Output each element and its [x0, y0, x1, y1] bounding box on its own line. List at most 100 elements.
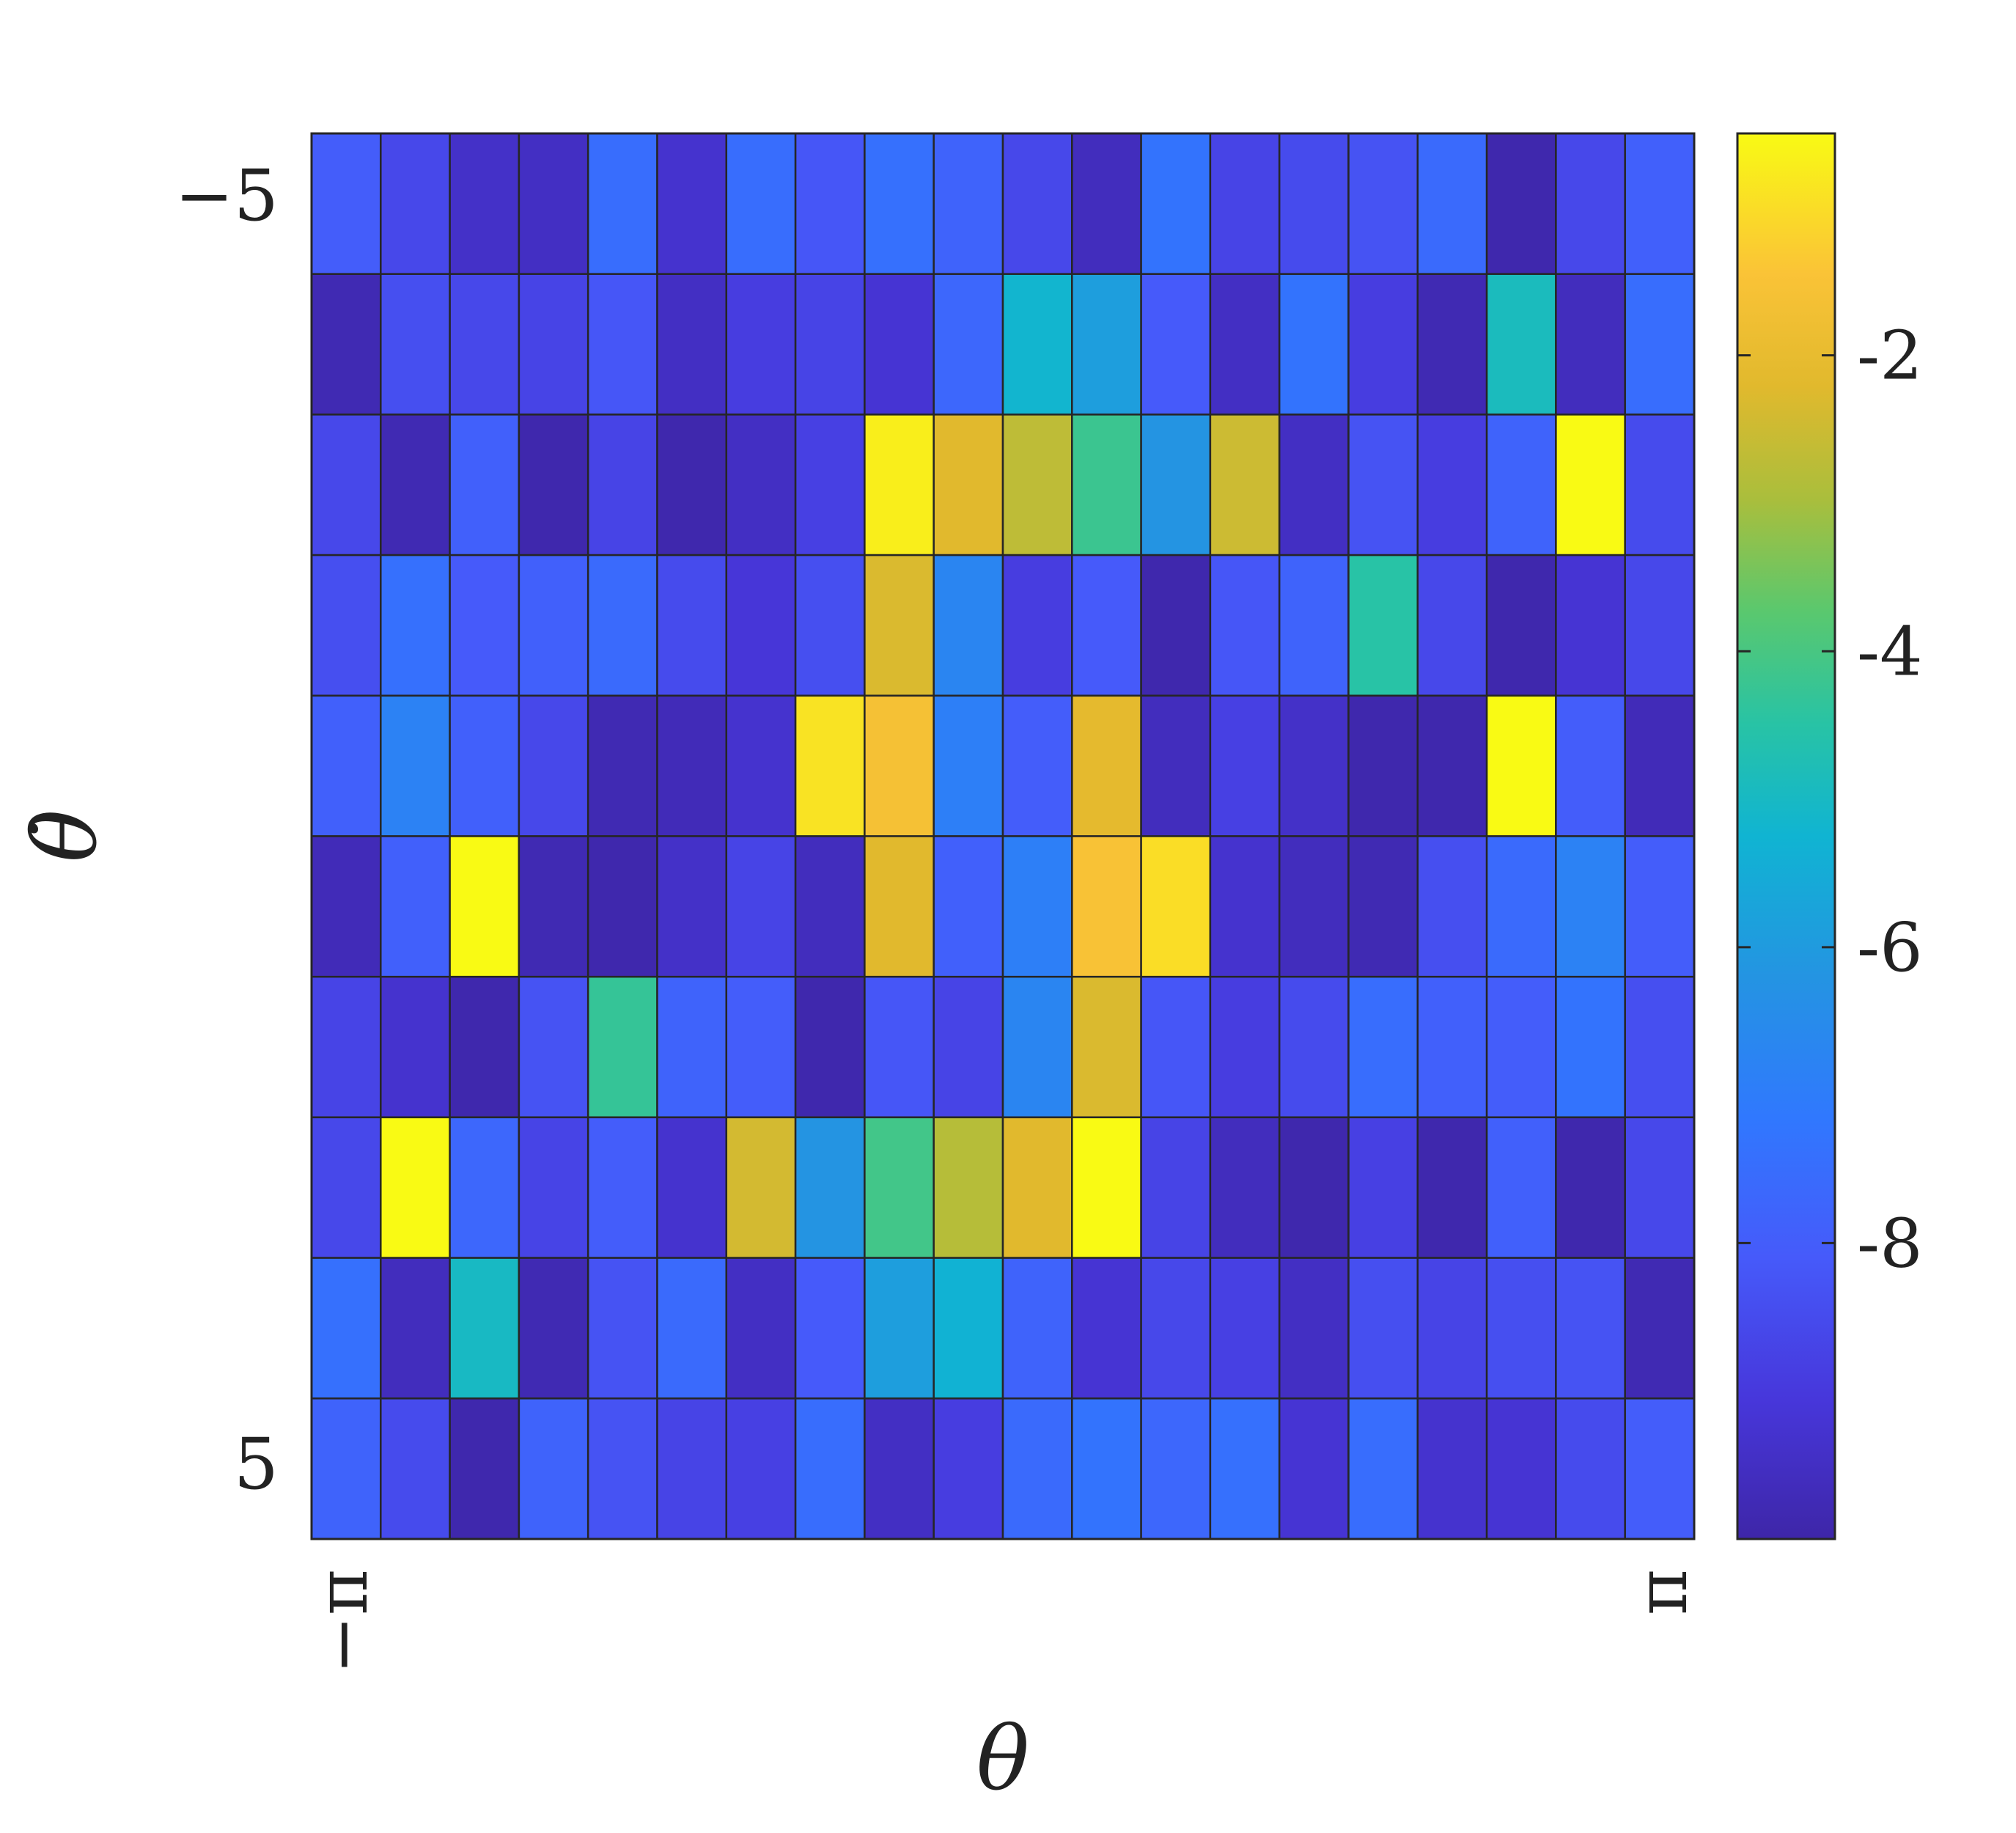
heatmap-cell-r0-c9: [932, 132, 1004, 275]
heatmap-cell-r0-c15: [1347, 132, 1419, 275]
heatmap-cell-r8-c15: [1347, 1257, 1419, 1400]
heatmap-cell-r4-c16: [1416, 694, 1488, 837]
heatmap-cell-r1-c12: [1140, 273, 1212, 416]
heatmap-cell-r0-c8: [864, 132, 935, 275]
heatmap-cell-r7-c2: [449, 1116, 520, 1259]
heatmap-cell-r6-c11: [1071, 975, 1142, 1119]
heatmap-cell-r8-c7: [794, 1257, 866, 1400]
heatmap-cell-r8-c6: [725, 1257, 797, 1400]
heatmap-cell-r0-c11: [1071, 132, 1142, 275]
heatmap-cell-r1-c9: [932, 273, 1004, 416]
heatmap-cell-r3-c15: [1347, 554, 1419, 697]
heatmap-cell-r8-c4: [586, 1257, 658, 1400]
heatmap-cell-r4-c10: [1001, 694, 1073, 837]
heatmap-cell-r2-c16: [1416, 414, 1488, 556]
heatmap-cell-r7-c15: [1347, 1116, 1419, 1259]
heatmap-cell-r5-c18: [1555, 835, 1626, 978]
heatmap-cell-r9-c5: [656, 1397, 728, 1540]
heatmap-cell-r6-c1: [380, 975, 451, 1119]
heatmap-cell-r5-c14: [1278, 835, 1350, 978]
heatmap-cell-r4-c2: [449, 694, 520, 837]
heatmap-cell-r0-c13: [1209, 132, 1281, 275]
heatmap-cell-r6-c7: [794, 975, 866, 1119]
colorbar-ticks: -2 -4 -6 -8: [1737, 317, 1923, 1282]
colorbar: [1736, 132, 1836, 1540]
heatmap-cell-r5-c17: [1485, 835, 1557, 978]
heatmap-cell-r2-c15: [1347, 414, 1419, 556]
heatmap-cell-r4-c6: [725, 694, 797, 837]
heatmap-cell-r0-c17: [1485, 132, 1557, 275]
heatmap-cell-r6-c9: [932, 975, 1004, 1119]
heatmap-cell-r2-c4: [586, 414, 658, 556]
heatmap-cell-r0-c5: [656, 132, 728, 275]
heatmap-cell-r5-c15: [1347, 835, 1419, 978]
heatmap-cell-r4-c5: [656, 694, 728, 837]
heatmap-cell-r9-c10: [1001, 1397, 1073, 1540]
heatmap-cell-r3-c14: [1278, 554, 1350, 697]
heatmap-cell-r7-c5: [656, 1116, 728, 1259]
heatmap-cell-r2-c18: [1555, 414, 1626, 556]
heatmap-cell-r9-c2: [449, 1397, 520, 1540]
heatmap-cell-r8-c18: [1555, 1257, 1626, 1400]
y-tick-label-top: −5: [174, 155, 279, 237]
x-tick-label-right: π: [1621, 1569, 1703, 1615]
heatmap-cell-r9-c12: [1140, 1397, 1212, 1540]
heatmap-cell-r5-c19: [1624, 835, 1696, 978]
heatmap-cell-r9-c17: [1485, 1397, 1557, 1540]
heatmap-cell-r1-c3: [518, 273, 589, 416]
heatmap-cell-r9-c14: [1278, 1397, 1350, 1540]
heatmap-cell-r6-c5: [656, 975, 728, 1119]
heatmap-cell-r7-c6: [725, 1116, 797, 1259]
heatmap-cell-r8-c1: [380, 1257, 451, 1400]
heatmap-cell-r7-c9: [932, 1116, 1004, 1259]
heatmap-cell-r5-c8: [864, 835, 935, 978]
heatmap-cell-r7-c10: [1001, 1116, 1073, 1259]
heatmap-cell-r6-c8: [864, 975, 935, 1119]
colorbar-tick-label: -8: [1857, 1204, 1923, 1282]
heatmap-cell-r4-c18: [1555, 694, 1626, 837]
heatmap-cell-r6-c4: [586, 975, 658, 1119]
heatmap-cell-r6-c19: [1624, 975, 1696, 1119]
heatmap-cell-r8-c13: [1209, 1257, 1281, 1400]
heatmap-cell-r9-c15: [1347, 1397, 1419, 1540]
heatmap-cell-r3-c13: [1209, 554, 1281, 697]
heatmap-cell-r3-c8: [864, 554, 935, 697]
heatmap-cell-r5-c6: [725, 835, 797, 978]
heatmap-cell-r8-c9: [932, 1257, 1004, 1400]
heatmap-cell-r0-c18: [1555, 132, 1626, 275]
heatmap-cell-r2-c13: [1209, 414, 1281, 556]
heatmap-cell-r3-c18: [1555, 554, 1626, 697]
heatmap-cell-r3-c2: [449, 554, 520, 697]
heatmap-cell-r1-c15: [1347, 273, 1419, 416]
heatmap-cell-r1-c5: [656, 273, 728, 416]
heatmap-cell-r4-c9: [932, 694, 1004, 837]
heatmap-cell-r5-c5: [656, 835, 728, 978]
heatmap-cell-r4-c19: [1624, 694, 1696, 837]
heatmap-cell-r4-c0: [310, 694, 382, 837]
heatmap-cell-r0-c4: [586, 132, 658, 275]
heatmap-cell-r0-c2: [449, 132, 520, 275]
heatmap-cell-r7-c7: [794, 1116, 866, 1259]
colorbar-tick-label: -6: [1857, 908, 1923, 987]
heatmap-cell-r6-c10: [1001, 975, 1073, 1119]
heatmap-cell-r8-c0: [310, 1257, 382, 1400]
heatmap-cell-r1-c8: [864, 273, 935, 416]
heatmap-cell-r9-c11: [1071, 1397, 1142, 1540]
heatmap-cell-r7-c18: [1555, 1116, 1626, 1259]
heatmap-cell-r3-c9: [932, 554, 1004, 697]
heatmap-cell-r4-c15: [1347, 694, 1419, 837]
colorbar-tick-label: -2: [1857, 317, 1923, 395]
heatmap-cell-r0-c7: [794, 132, 866, 275]
heatmap-cell-r8-c3: [518, 1257, 589, 1400]
heatmap-cell-r1-c13: [1209, 273, 1281, 416]
heatmap-cell-r0-c10: [1001, 132, 1073, 275]
heatmap-cell-r3-c1: [380, 554, 451, 697]
colorbar-tick-label: -4: [1857, 612, 1923, 691]
heatmap-cell-r9-c3: [518, 1397, 589, 1540]
heatmap-cell-r8-c2: [449, 1257, 520, 1400]
heatmap-cell-r6-c15: [1347, 975, 1419, 1119]
heatmap-cell-r8-c17: [1485, 1257, 1557, 1400]
heatmap-cell-r4-c14: [1278, 694, 1350, 837]
heatmap-cell-r2-c1: [380, 414, 451, 556]
